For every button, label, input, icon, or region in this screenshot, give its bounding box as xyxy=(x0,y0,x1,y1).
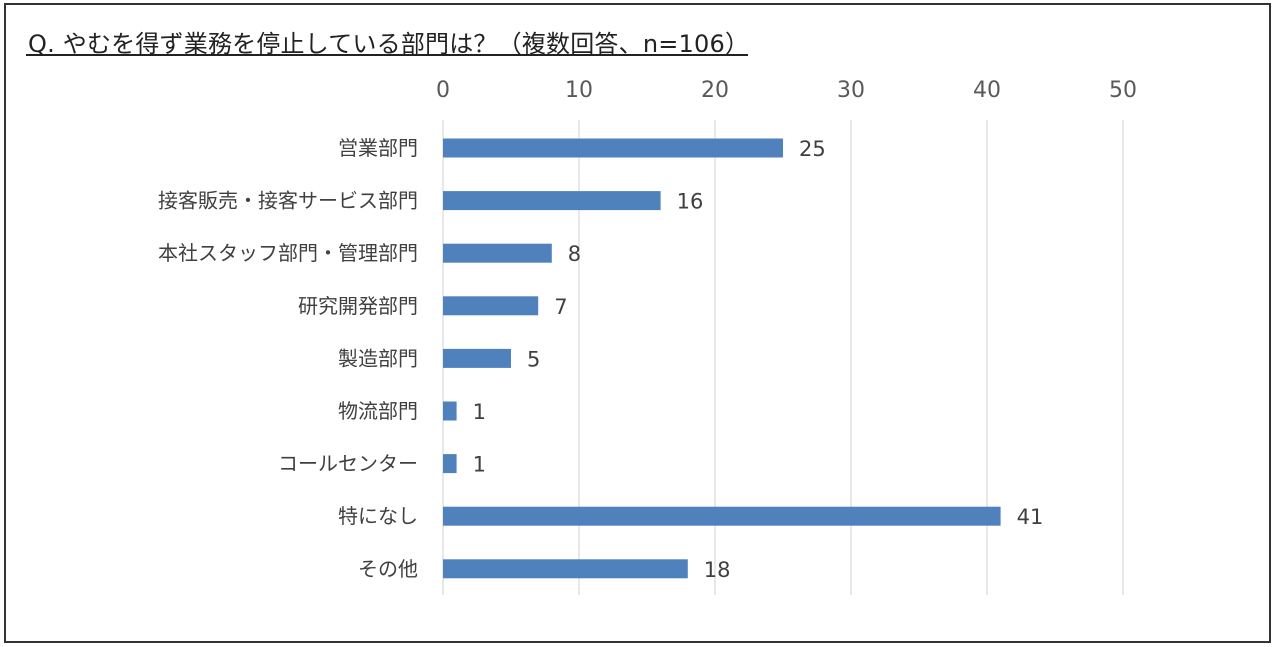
bar xyxy=(443,348,511,368)
chart-frame xyxy=(4,3,1271,643)
category-label: 製造部門 xyxy=(338,346,418,370)
category-label: コールセンター xyxy=(278,452,418,476)
title-underline xyxy=(26,54,748,56)
category-label: 研究開発部門 xyxy=(298,294,418,318)
data-labels: 25 16 8 7 5 1 1 41 18 xyxy=(473,137,1044,582)
category-labels: 営業部門接客販売・接客サービス部門本社スタッフ部門・管理部門研究開発部門製造部門… xyxy=(158,136,418,581)
data-label: 7 xyxy=(554,295,567,319)
bar xyxy=(443,243,552,263)
bar xyxy=(443,138,783,158)
x-axis-ticks: 0 10 20 30 40 50 xyxy=(436,78,1137,103)
data-label: 1 xyxy=(473,400,486,424)
x-tick-label: 20 xyxy=(701,78,729,103)
data-label: 1 xyxy=(473,453,486,477)
bar xyxy=(443,191,661,211)
chart-title: Q. やむを得ず業務を停止している部門は？（複数回答、n=106） xyxy=(28,30,750,58)
bar xyxy=(443,296,539,316)
x-tick-label: 40 xyxy=(973,78,1001,103)
bar xyxy=(443,454,457,474)
x-tick-label: 10 xyxy=(565,78,593,103)
category-label: 物流部門 xyxy=(338,399,418,423)
data-label: 8 xyxy=(568,242,581,266)
data-label: 16 xyxy=(677,190,704,214)
category-label: その他 xyxy=(358,557,418,581)
bars xyxy=(443,138,1001,579)
bar xyxy=(443,401,457,421)
bar xyxy=(443,559,688,579)
category-label: 本社スタッフ部門・管理部門 xyxy=(158,241,418,265)
x-tick-label: 30 xyxy=(837,78,865,103)
category-label: 接客販売・接客サービス部門 xyxy=(158,189,418,213)
data-label: 5 xyxy=(527,347,540,371)
data-label: 41 xyxy=(1017,505,1044,529)
data-label: 25 xyxy=(799,137,826,161)
category-label: 特になし xyxy=(338,504,418,528)
category-label: 営業部門 xyxy=(338,136,418,160)
x-tick-label: 50 xyxy=(1109,78,1137,103)
data-label: 18 xyxy=(704,558,731,582)
x-tick-label: 0 xyxy=(436,78,450,103)
bar xyxy=(443,506,1001,526)
